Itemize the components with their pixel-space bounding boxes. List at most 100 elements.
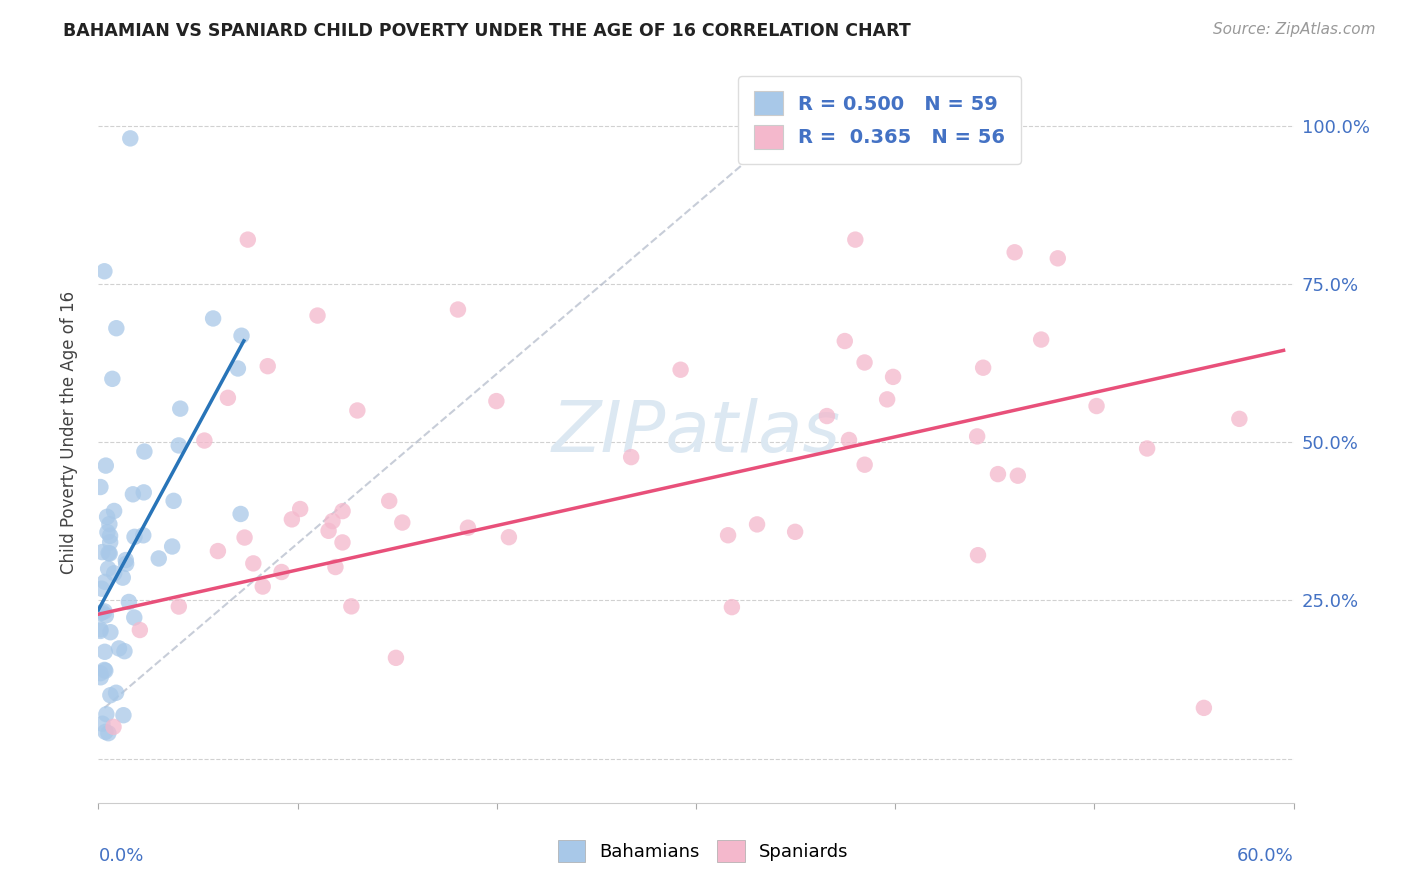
Point	[94, 608, 117, 623]
Point	[256, 359, 278, 374]
Point	[226, 361, 249, 376]
Point	[98, 547, 121, 561]
Point	[97, 562, 120, 576]
Point	[91, 716, 114, 731]
Point	[378, 494, 401, 508]
Point	[385, 650, 408, 665]
Point	[1136, 442, 1159, 456]
Point	[346, 403, 368, 417]
Y-axis label: Child Poverty Under the Age of 16: Child Poverty Under the Age of 16	[59, 291, 77, 574]
Point	[844, 233, 866, 247]
Legend: Bahamians, Spaniards: Bahamians, Spaniards	[550, 833, 856, 870]
Point	[94, 458, 117, 473]
Point	[321, 514, 343, 528]
Point	[231, 328, 253, 343]
Point	[122, 487, 145, 501]
Point	[122, 610, 145, 624]
Point	[93, 663, 115, 677]
Text: 60.0%: 60.0%	[1237, 847, 1294, 865]
Point	[103, 504, 125, 518]
Point	[834, 334, 856, 348]
Point	[318, 524, 340, 538]
Point	[1031, 333, 1053, 347]
Point	[457, 521, 479, 535]
Point	[721, 600, 744, 615]
Point	[89, 480, 111, 494]
Point	[132, 485, 155, 500]
Point	[98, 529, 121, 543]
Point	[103, 566, 125, 581]
Point	[1004, 245, 1026, 260]
Point	[270, 565, 292, 579]
Point	[128, 623, 150, 637]
Point	[882, 370, 904, 384]
Point	[876, 392, 898, 407]
Point	[105, 686, 128, 700]
Point	[1046, 252, 1069, 266]
Point	[89, 666, 111, 681]
Point	[167, 599, 190, 614]
Point	[1192, 701, 1215, 715]
Point	[134, 444, 156, 458]
Point	[233, 531, 256, 545]
Point	[340, 599, 363, 614]
Point	[281, 512, 304, 526]
Point	[105, 321, 128, 335]
Point	[96, 525, 118, 540]
Point	[1085, 399, 1108, 413]
Point	[794, 119, 817, 133]
Point	[745, 517, 768, 532]
Point	[169, 401, 191, 416]
Point	[89, 623, 111, 637]
Point	[90, 670, 112, 684]
Point	[447, 302, 470, 317]
Point	[94, 574, 117, 589]
Point	[100, 625, 122, 640]
Point	[1007, 468, 1029, 483]
Point	[120, 131, 142, 145]
Point	[391, 516, 413, 530]
Point	[114, 553, 136, 567]
Point	[114, 644, 136, 658]
Point	[485, 394, 508, 409]
Point	[307, 309, 329, 323]
Point	[98, 688, 122, 702]
Point	[972, 360, 994, 375]
Text: ZIPatlas: ZIPatlas	[551, 398, 841, 467]
Point	[97, 546, 120, 560]
Point	[332, 504, 354, 518]
Point	[101, 372, 124, 386]
Point	[111, 571, 134, 585]
Point	[288, 502, 311, 516]
Point	[669, 362, 692, 376]
Point	[103, 720, 125, 734]
Point	[167, 438, 190, 452]
Point	[93, 264, 115, 278]
Point	[325, 560, 347, 574]
Point	[620, 450, 643, 464]
Point	[124, 530, 146, 544]
Point	[96, 707, 118, 722]
Point	[94, 724, 117, 739]
Point	[160, 540, 183, 554]
Point	[94, 664, 117, 678]
Point	[96, 509, 118, 524]
Point	[785, 524, 807, 539]
Text: 0.0%: 0.0%	[98, 847, 143, 865]
Point	[148, 551, 170, 566]
Point	[132, 528, 155, 542]
Legend: R = 0.500   N = 59, R =  0.365   N = 56: R = 0.500 N = 59, R = 0.365 N = 56	[738, 76, 1021, 164]
Point	[966, 429, 988, 443]
Point	[498, 530, 520, 544]
Point	[98, 535, 121, 549]
Point	[97, 726, 120, 740]
Point	[853, 458, 876, 472]
Point	[91, 545, 114, 559]
Point	[717, 528, 740, 542]
Point	[112, 708, 135, 723]
Point	[815, 409, 838, 423]
Point	[236, 233, 259, 247]
Point	[91, 605, 114, 619]
Point	[115, 557, 138, 571]
Point	[838, 433, 860, 447]
